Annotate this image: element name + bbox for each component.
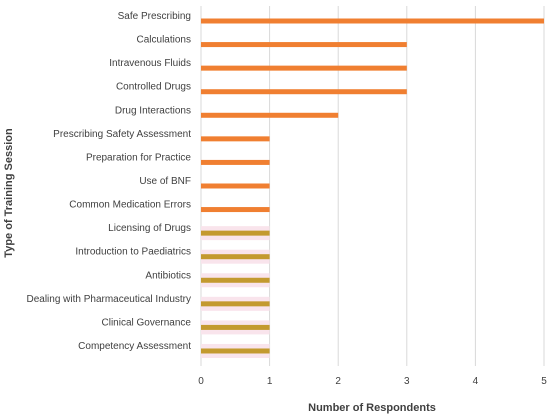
bar — [201, 183, 270, 189]
x-tick-label: 0 — [198, 376, 204, 387]
bars — [201, 18, 544, 354]
category-label: Preparation for Practice — [86, 152, 191, 163]
bar — [201, 254, 270, 260]
x-tick-label: 5 — [541, 376, 547, 387]
bar — [201, 230, 270, 236]
bar — [201, 159, 270, 165]
bar — [201, 89, 407, 95]
category-label: Use of BNF — [139, 176, 191, 187]
category-label: Competency Assessment — [78, 341, 191, 352]
bar — [201, 348, 270, 354]
category-label: Dealing with Pharmaceutical Industry — [26, 294, 191, 305]
x-tick-label: 2 — [335, 376, 341, 387]
bar — [201, 65, 407, 71]
highlight-bands — [201, 226, 270, 358]
category-label: Intravenous Fluids — [109, 58, 191, 69]
category-label: Safe Prescribing — [118, 11, 191, 22]
x-tick-labels: 0 1 2 3 4 5 — [198, 376, 547, 387]
bar — [201, 301, 270, 307]
x-axis-title: Number of Respondents — [308, 402, 436, 414]
category-label: Drug Interactions — [115, 105, 191, 116]
x-tick-label: 1 — [267, 376, 273, 387]
x-tick-label: 3 — [404, 376, 410, 387]
bar — [201, 42, 407, 48]
category-labels: Safe Prescribing Calculations Intravenous … — [26, 11, 191, 352]
bar — [201, 277, 270, 283]
y-axis-title: Type of Training Session — [3, 128, 15, 258]
bar — [201, 136, 270, 142]
bar — [201, 207, 270, 213]
category-label: Controlled Drugs — [116, 82, 191, 93]
category-label: Antibiotics — [145, 270, 191, 281]
category-label: Calculations — [137, 35, 191, 46]
category-label: Common Medication Errors — [69, 200, 191, 211]
bar — [201, 324, 270, 330]
category-label: Introduction to Paediatrics — [75, 247, 191, 258]
category-label: Clinical Governance — [102, 317, 192, 328]
bar — [201, 18, 544, 24]
bar — [201, 112, 339, 118]
x-tick-label: 4 — [473, 376, 479, 387]
category-label: Prescribing Safety Assessment — [53, 129, 191, 140]
category-label: Licensing of Drugs — [108, 223, 191, 234]
